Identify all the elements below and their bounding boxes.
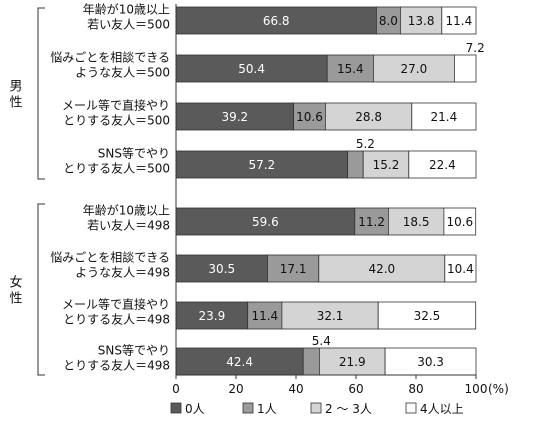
- group-bracket: [37, 7, 45, 180]
- category-label: メール等で直接やり: [62, 98, 170, 113]
- data-label: 15.2: [373, 158, 400, 172]
- x-axis-unit: (%): [488, 382, 509, 396]
- data-label: 8.0: [379, 14, 398, 28]
- data-label: 21.4: [431, 110, 458, 124]
- bar-segment: [372, 54, 455, 83]
- bar-segment: [318, 254, 446, 283]
- legend-swatch: [310, 402, 322, 414]
- data-label: 42.0: [368, 262, 395, 276]
- category-label: とりする友人＝498: [63, 313, 170, 327]
- x-tick-label: 20: [228, 382, 243, 396]
- bar-segment: [175, 150, 349, 179]
- category-label: 悩みごとを相談できる: [50, 250, 170, 265]
- category-label: SNS等でやり: [98, 344, 170, 358]
- data-label: 17.1: [280, 262, 307, 276]
- legend-label: 1人: [257, 402, 277, 416]
- legend-label: 4人以上: [420, 402, 464, 416]
- data-label: 50.4: [238, 62, 265, 76]
- legend-label: 0人: [185, 402, 205, 416]
- category-label: SNS等でやり: [98, 147, 170, 161]
- data-label: 42.4: [226, 355, 253, 369]
- data-label: 7.2: [466, 41, 485, 55]
- category-label: 年齢が10歳以上: [83, 2, 170, 17]
- legend-label: 2 ～ 3人: [325, 402, 372, 416]
- category-label: ような友人＝498: [75, 266, 170, 280]
- bar-segment: [293, 102, 326, 131]
- bar-segment: [444, 254, 477, 283]
- x-tick-label: 40: [288, 382, 303, 396]
- bar-segment: [384, 347, 477, 376]
- data-label: 32.5: [414, 309, 441, 323]
- bar-segment: [441, 6, 477, 35]
- data-label: 5.4: [312, 334, 331, 348]
- bar-segment: [443, 207, 477, 236]
- data-label: 10.4: [447, 262, 474, 276]
- data-label: 30.3: [417, 355, 444, 369]
- bar-segment: [377, 301, 477, 330]
- category-label: 悩みごとを相談できる: [50, 50, 170, 65]
- data-label: 11.4: [251, 309, 278, 323]
- bar-segment: [175, 6, 377, 35]
- data-label: 15.4: [337, 62, 364, 76]
- data-label: 59.6: [252, 215, 279, 229]
- data-label: 11.4: [446, 14, 473, 28]
- bar-segment: [354, 207, 389, 236]
- data-label: 22.4: [429, 158, 456, 172]
- legend-swatch: [405, 402, 417, 414]
- x-tick-label: 0: [172, 382, 180, 396]
- bar-segment: [362, 150, 410, 179]
- bar-segment: [302, 347, 320, 376]
- group-label: 性: [9, 292, 22, 307]
- bar-segment: [324, 102, 413, 131]
- category-label: 年齢が10歳以上: [83, 203, 170, 218]
- bar-segment: [399, 6, 443, 35]
- data-label: 28.8: [355, 110, 382, 124]
- x-tick-label: 100: [465, 382, 488, 396]
- category-label: ような友人＝500: [75, 66, 170, 80]
- category-label: 若い友人＝498: [87, 219, 170, 233]
- bar-segment: [408, 150, 477, 179]
- data-label: 18.5: [403, 215, 430, 229]
- data-label: 66.8: [263, 14, 290, 28]
- bar-segment: [175, 254, 268, 283]
- bar-segment: [175, 301, 249, 330]
- data-label: 5.2: [356, 137, 375, 151]
- bar-segment: [411, 102, 477, 131]
- bar-segment: [387, 207, 445, 236]
- data-label: 32.1: [317, 309, 344, 323]
- bar-segment: [267, 254, 320, 283]
- category-label: とりする友人＝500: [63, 114, 170, 128]
- group-bracket: [37, 203, 45, 376]
- legend-swatch: [170, 402, 182, 414]
- data-label: 30.5: [208, 262, 235, 276]
- group-label: 性: [9, 96, 22, 111]
- x-tick-label: 80: [408, 382, 423, 396]
- category-label: とりする友人＝500: [63, 162, 170, 176]
- group-label: 男: [9, 80, 22, 95]
- data-label: 23.9: [198, 309, 225, 323]
- bar-segment: [453, 54, 477, 83]
- data-label: 10.6: [296, 110, 323, 124]
- bar-segment: [175, 347, 304, 376]
- data-label: 39.2: [221, 110, 248, 124]
- group-label: 女: [9, 275, 22, 291]
- bar-segment: [281, 301, 379, 330]
- data-label: 10.6: [446, 215, 473, 229]
- bar-segment: [326, 54, 374, 83]
- data-label: 13.8: [408, 14, 435, 28]
- bar-segment: [347, 150, 364, 179]
- category-label: 若い友人＝500: [87, 18, 170, 32]
- bar-segment: [175, 54, 328, 83]
- category-label: とりする友人＝498: [63, 359, 170, 373]
- bar-segment: [375, 6, 401, 35]
- data-label: 27.0: [401, 62, 428, 76]
- data-label: 21.9: [339, 355, 366, 369]
- data-label: 57.2: [248, 158, 275, 172]
- x-tick-label: 60: [348, 382, 363, 396]
- legend-swatch: [242, 402, 254, 414]
- bar-segment: [318, 347, 386, 376]
- data-label: 11.2: [358, 215, 385, 229]
- category-label: メール等で直接やり: [62, 297, 170, 312]
